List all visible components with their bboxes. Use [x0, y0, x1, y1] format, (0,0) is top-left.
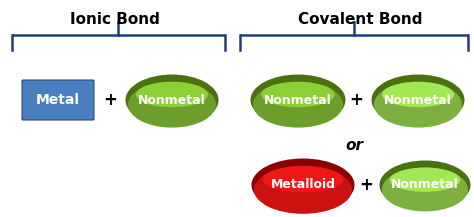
FancyBboxPatch shape: [21, 79, 94, 120]
Ellipse shape: [263, 166, 343, 192]
Text: Ionic Bond: Ionic Bond: [70, 12, 160, 27]
Ellipse shape: [126, 74, 219, 125]
Text: Covalent Bond: Covalent Bond: [298, 12, 422, 27]
FancyBboxPatch shape: [22, 81, 93, 120]
Ellipse shape: [380, 161, 471, 209]
Ellipse shape: [253, 82, 343, 128]
Ellipse shape: [128, 82, 216, 128]
Text: +: +: [103, 91, 117, 109]
Text: Nonmetal: Nonmetal: [264, 94, 332, 107]
Text: Nonmetal: Nonmetal: [138, 94, 206, 107]
Text: Nonmetal: Nonmetal: [384, 94, 452, 107]
Text: or: or: [345, 138, 363, 153]
Text: +: +: [359, 176, 373, 194]
Text: +: +: [349, 91, 363, 109]
Text: Metal: Metal: [36, 93, 80, 107]
Ellipse shape: [374, 82, 462, 128]
Text: Nonmetal: Nonmetal: [391, 179, 459, 191]
Ellipse shape: [390, 168, 460, 192]
Ellipse shape: [261, 82, 335, 107]
Ellipse shape: [250, 74, 346, 125]
Text: Metalloid: Metalloid: [271, 179, 336, 191]
Ellipse shape: [252, 158, 355, 212]
Ellipse shape: [382, 167, 468, 211]
Ellipse shape: [382, 82, 454, 107]
Ellipse shape: [254, 166, 352, 214]
Ellipse shape: [372, 74, 465, 125]
Ellipse shape: [136, 82, 208, 107]
